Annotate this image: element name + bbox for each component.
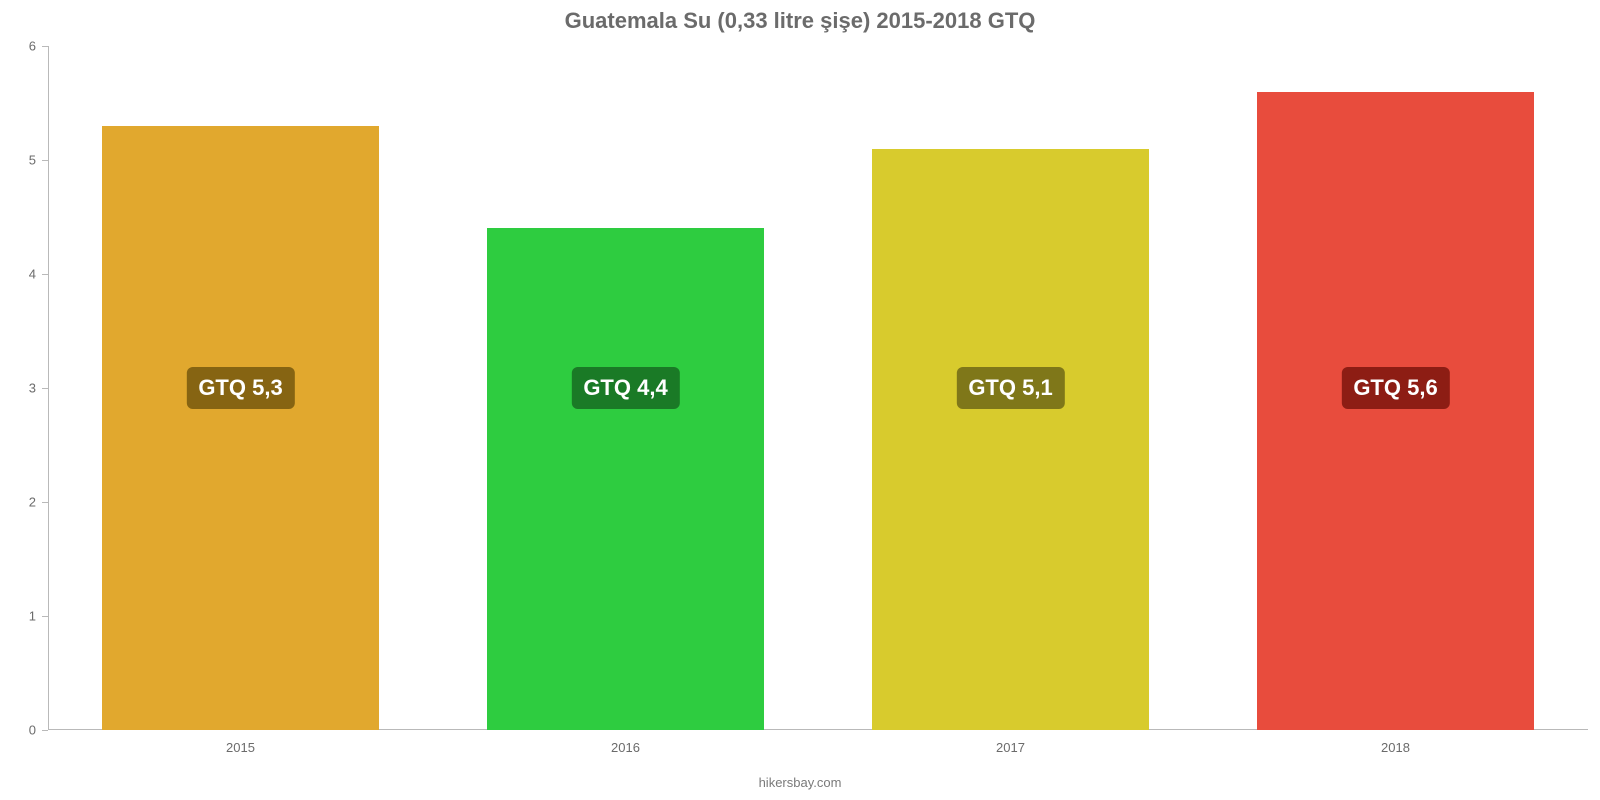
attribution-text: hikersbay.com — [759, 775, 842, 790]
y-tick-label: 4 — [6, 267, 36, 282]
chart-container: Guatemala Su (0,33 litre şişe) 2015-2018… — [0, 0, 1600, 800]
y-tick-label: 5 — [6, 153, 36, 168]
bar — [487, 228, 764, 730]
x-tick-label: 2018 — [1381, 740, 1410, 755]
bar — [102, 126, 379, 730]
y-tick-label: 0 — [6, 723, 36, 738]
x-tick-label: 2016 — [611, 740, 640, 755]
bar — [872, 149, 1149, 730]
y-tick-label: 1 — [6, 609, 36, 624]
y-tick-label: 2 — [6, 495, 36, 510]
plot-area: 01234562015GTQ 5,32016GTQ 4,42017GTQ 5,1… — [48, 46, 1588, 730]
y-tick-label: 3 — [6, 381, 36, 396]
x-tick-label: 2015 — [226, 740, 255, 755]
y-tick-mark — [42, 730, 48, 731]
value-label: GTQ 5,1 — [956, 367, 1064, 409]
value-label: GTQ 4,4 — [571, 367, 679, 409]
chart-title: Guatemala Su (0,33 litre şişe) 2015-2018… — [0, 0, 1600, 34]
x-tick-label: 2017 — [996, 740, 1025, 755]
y-tick-label: 6 — [6, 39, 36, 54]
value-label: GTQ 5,3 — [186, 367, 294, 409]
value-label: GTQ 5,6 — [1341, 367, 1449, 409]
y-axis-line — [48, 46, 49, 730]
bar — [1257, 92, 1534, 730]
